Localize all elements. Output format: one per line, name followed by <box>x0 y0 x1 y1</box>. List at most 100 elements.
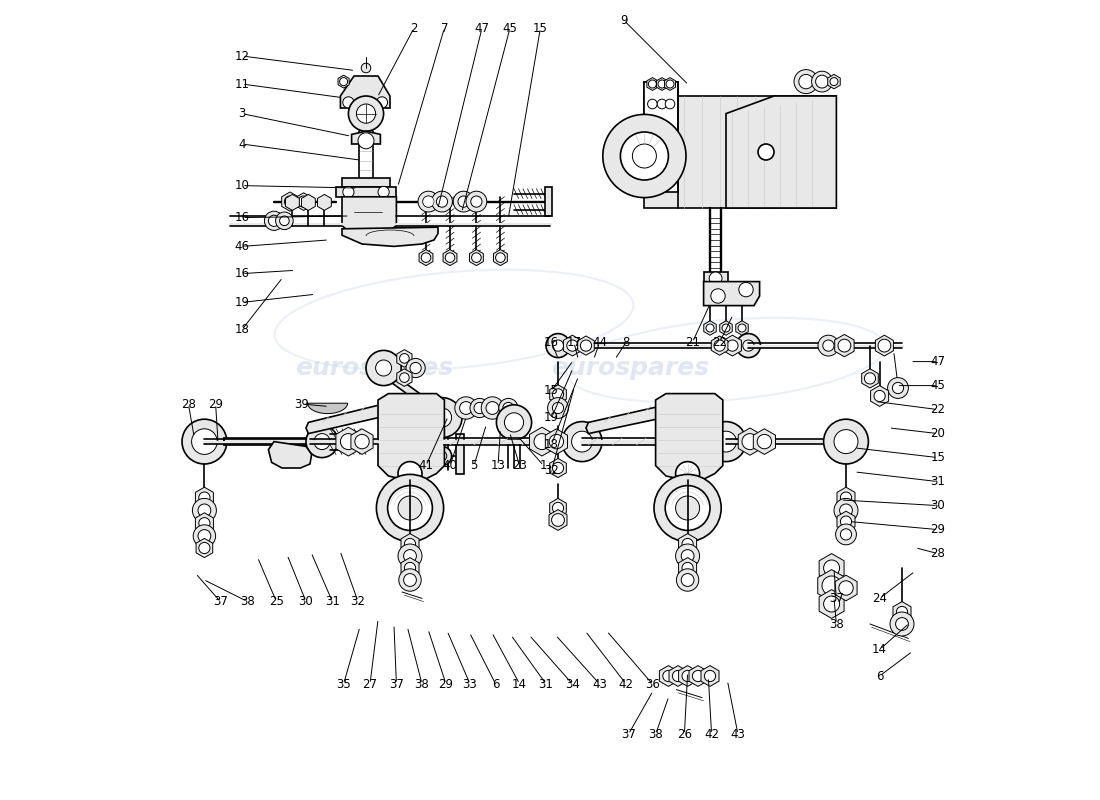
Circle shape <box>358 133 374 149</box>
Circle shape <box>306 426 338 458</box>
Circle shape <box>399 354 409 363</box>
Polygon shape <box>549 510 566 530</box>
Text: 13: 13 <box>491 459 505 472</box>
Text: 43: 43 <box>730 728 746 741</box>
Circle shape <box>472 253 481 262</box>
Polygon shape <box>754 429 776 454</box>
Text: 41: 41 <box>418 459 433 472</box>
Circle shape <box>268 215 279 226</box>
Circle shape <box>422 398 462 438</box>
Polygon shape <box>338 75 349 88</box>
Polygon shape <box>837 487 855 508</box>
Circle shape <box>410 362 421 374</box>
Text: 31: 31 <box>539 678 553 690</box>
Polygon shape <box>342 178 390 187</box>
Polygon shape <box>397 350 412 367</box>
Text: 42: 42 <box>618 678 634 690</box>
Text: 12: 12 <box>234 50 250 62</box>
Circle shape <box>534 434 550 450</box>
Circle shape <box>198 530 211 542</box>
Circle shape <box>675 544 700 568</box>
Circle shape <box>663 670 674 682</box>
Polygon shape <box>419 250 433 266</box>
Text: 31: 31 <box>324 595 340 608</box>
Polygon shape <box>196 487 213 508</box>
Circle shape <box>376 474 443 542</box>
Polygon shape <box>669 666 688 686</box>
Circle shape <box>279 216 289 226</box>
Circle shape <box>496 253 505 262</box>
Circle shape <box>682 670 693 682</box>
Circle shape <box>727 340 738 351</box>
Polygon shape <box>196 513 213 534</box>
Polygon shape <box>736 321 748 335</box>
Text: 15: 15 <box>931 451 945 464</box>
Circle shape <box>714 340 725 351</box>
Polygon shape <box>351 429 373 454</box>
Circle shape <box>343 97 354 108</box>
Circle shape <box>191 429 217 454</box>
Circle shape <box>340 78 348 86</box>
Polygon shape <box>704 272 727 282</box>
Circle shape <box>838 339 850 352</box>
Text: 40: 40 <box>442 459 458 472</box>
Text: 11: 11 <box>234 78 250 90</box>
Polygon shape <box>342 197 396 236</box>
Circle shape <box>682 562 693 574</box>
Polygon shape <box>719 321 733 335</box>
Text: 23: 23 <box>513 459 527 472</box>
Circle shape <box>182 419 227 464</box>
Circle shape <box>834 430 858 454</box>
Circle shape <box>405 562 416 574</box>
Circle shape <box>736 334 760 358</box>
Polygon shape <box>350 430 370 453</box>
Circle shape <box>552 389 563 400</box>
Polygon shape <box>712 336 728 355</box>
Polygon shape <box>837 511 855 532</box>
Text: 21: 21 <box>685 336 700 349</box>
Circle shape <box>824 560 839 576</box>
Circle shape <box>675 462 700 486</box>
Text: 32: 32 <box>544 464 559 477</box>
Circle shape <box>432 446 452 466</box>
Text: 15: 15 <box>544 384 559 397</box>
Circle shape <box>836 524 857 545</box>
Text: 9: 9 <box>619 14 627 26</box>
Circle shape <box>562 422 602 462</box>
Polygon shape <box>352 131 381 144</box>
Polygon shape <box>689 666 707 686</box>
Text: 29: 29 <box>208 398 223 410</box>
Circle shape <box>549 434 563 449</box>
Text: 8: 8 <box>623 336 629 349</box>
Circle shape <box>398 462 422 486</box>
Text: 36: 36 <box>645 678 660 690</box>
Circle shape <box>481 397 504 419</box>
Circle shape <box>648 99 657 109</box>
Circle shape <box>757 434 771 449</box>
Circle shape <box>896 606 907 618</box>
Text: 14: 14 <box>872 643 887 656</box>
Circle shape <box>620 132 669 180</box>
Circle shape <box>375 360 392 376</box>
Polygon shape <box>647 78 658 90</box>
Circle shape <box>552 462 563 474</box>
Circle shape <box>496 405 531 440</box>
Circle shape <box>666 99 674 109</box>
Circle shape <box>432 408 452 427</box>
Polygon shape <box>296 193 311 210</box>
Text: 29: 29 <box>931 523 946 536</box>
Text: 28: 28 <box>182 398 196 410</box>
Circle shape <box>892 382 903 394</box>
Circle shape <box>706 422 746 462</box>
Text: 5: 5 <box>471 459 477 472</box>
Circle shape <box>681 574 694 586</box>
Polygon shape <box>282 192 298 211</box>
Polygon shape <box>336 427 361 456</box>
Polygon shape <box>373 363 444 418</box>
Circle shape <box>551 514 564 526</box>
Polygon shape <box>876 335 893 356</box>
Circle shape <box>356 104 375 123</box>
Polygon shape <box>828 74 840 89</box>
Text: 26: 26 <box>676 728 692 741</box>
Circle shape <box>823 340 834 351</box>
